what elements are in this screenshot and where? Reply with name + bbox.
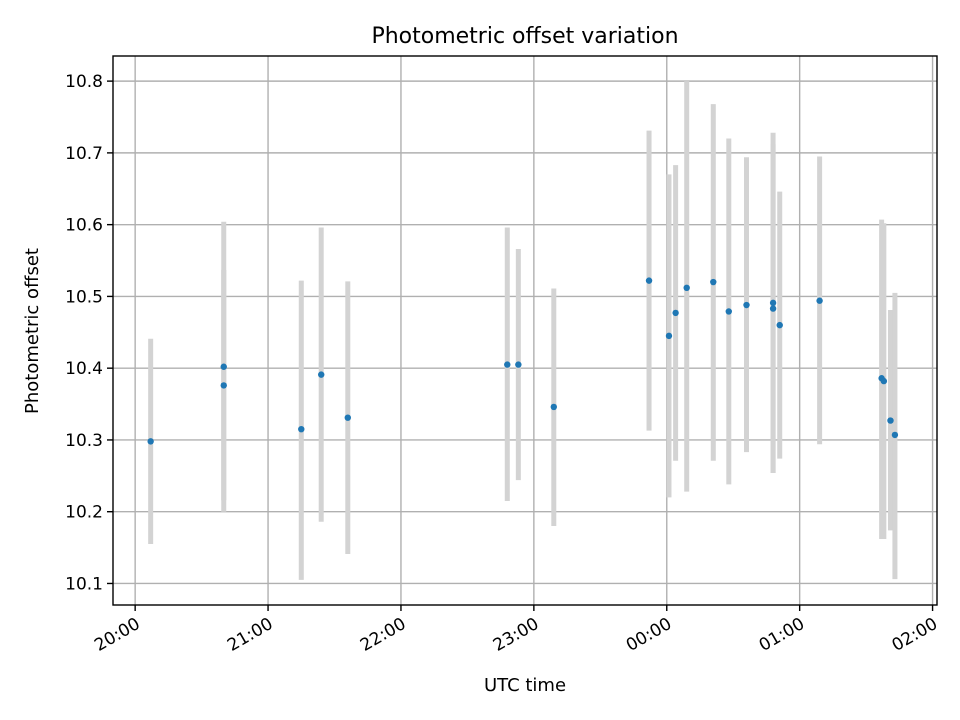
- data-point: [672, 309, 679, 317]
- y-tick-label: 10.2: [65, 503, 103, 523]
- chart-title: Photometric offset variation: [371, 24, 678, 49]
- data-point: [725, 308, 732, 315]
- data-point: [344, 414, 351, 421]
- data-point: [816, 297, 823, 304]
- data-points: [147, 277, 899, 445]
- y-tick-label: 10.1: [65, 574, 103, 594]
- y-axis-ticks: 10.1 10.2 10.3 10.4 10.5 10.6 10.7 10.8: [65, 72, 113, 594]
- data-point: [220, 363, 227, 370]
- data-point: [504, 361, 511, 368]
- y-tick-label: 10.5: [65, 287, 103, 307]
- data-point: [318, 371, 325, 378]
- data-point: [515, 361, 522, 368]
- data-point: [147, 438, 154, 445]
- data-point: [880, 377, 888, 385]
- data-point: [665, 332, 673, 340]
- y-tick-label: 10.3: [65, 431, 103, 451]
- data-point: [776, 321, 783, 329]
- y-tick-label: 10.6: [65, 216, 103, 236]
- data-point: [683, 284, 690, 291]
- data-point: [891, 431, 899, 439]
- data-point: [769, 305, 777, 312]
- y-axis-label: Photometric offset: [22, 248, 43, 414]
- plot-frame: [112, 55, 938, 606]
- data-point: [645, 277, 653, 284]
- data-point: [887, 417, 894, 424]
- data-point: [769, 299, 777, 307]
- y-tick-label: 10.4: [65, 359, 103, 379]
- data-point: [710, 278, 717, 286]
- data-point: [220, 382, 227, 389]
- y-tick-label: 10.7: [65, 144, 103, 164]
- data-point: [298, 425, 305, 433]
- x-axis-label: UTC time: [484, 675, 566, 696]
- data-point: [550, 403, 557, 411]
- y-tick-label: 10.8: [65, 72, 103, 92]
- data-point: [743, 301, 750, 309]
